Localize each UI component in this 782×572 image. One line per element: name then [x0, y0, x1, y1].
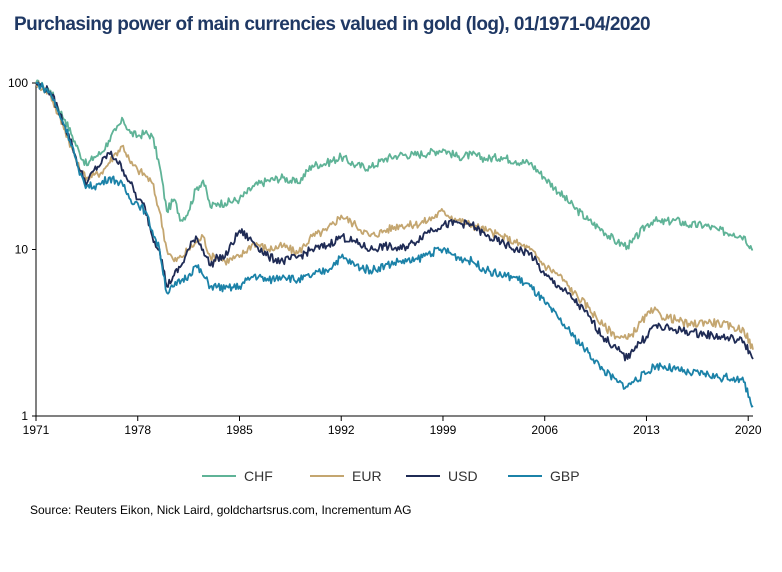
x-tick-label: 1971: [23, 423, 50, 437]
series-line-gbp: [35, 82, 754, 408]
legend-label-chf: CHF: [244, 468, 273, 484]
chart-axes: 1 10 100 1971 1978 1985 1992 1999 2006 2013 2020: [8, 76, 762, 437]
x-tick-label: 1999: [430, 423, 457, 437]
legend-label-eur: EUR: [352, 468, 382, 484]
x-tick-label: 1992: [328, 423, 355, 437]
x-tick-label: 1978: [124, 423, 151, 437]
series-line-eur: [35, 81, 754, 350]
source-note: Source: Reuters Eikon, Nick Laird, goldc…: [30, 503, 412, 517]
series-line-usd: [35, 81, 754, 362]
series-line-chf: [35, 79, 754, 251]
x-tick-label: 1985: [226, 423, 253, 437]
chart-series-group: [35, 79, 754, 408]
y-tick-label: 100: [8, 76, 28, 90]
y-tick-label: 1: [21, 409, 28, 423]
x-tick-label: 2013: [633, 423, 660, 437]
y-tick-label: 10: [15, 243, 29, 257]
legend-label-gbp: GBP: [550, 468, 580, 484]
x-tick-label: 2006: [531, 423, 558, 437]
x-tick-label: 2020: [735, 423, 762, 437]
legend-label-usd: USD: [448, 468, 478, 484]
chart-title: Purchasing power of main currencies valu…: [14, 14, 651, 35]
chart-legend: CHF EUR USD GBP: [202, 468, 580, 484]
